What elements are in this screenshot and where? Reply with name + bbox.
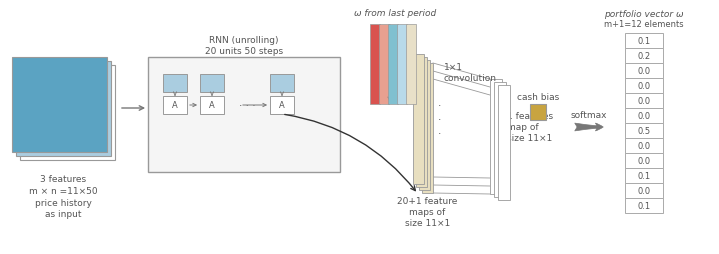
- Bar: [625, 94, 663, 108]
- Bar: [625, 168, 663, 183]
- Bar: [148, 58, 340, 172]
- Text: A: A: [209, 101, 215, 110]
- Bar: [406, 25, 416, 105]
- Bar: [625, 198, 663, 213]
- Bar: [530, 105, 546, 121]
- Bar: [625, 49, 663, 64]
- Bar: [12, 58, 107, 152]
- Text: 1 features
map of
size 11×1: 1 features map of size 11×1: [507, 112, 553, 142]
- Text: 0.0: 0.0: [638, 112, 651, 121]
- Text: 0.5: 0.5: [638, 126, 651, 135]
- Bar: [625, 34, 663, 49]
- Bar: [397, 25, 407, 105]
- Bar: [163, 97, 187, 115]
- Bar: [413, 55, 424, 184]
- Bar: [625, 153, 663, 168]
- Bar: [16, 62, 111, 156]
- Text: A: A: [279, 101, 285, 110]
- Bar: [625, 183, 663, 198]
- Bar: [270, 75, 294, 93]
- Text: cash bias: cash bias: [517, 93, 559, 102]
- Text: 0.0: 0.0: [638, 141, 651, 150]
- Text: ω from last period: ω from last period: [354, 9, 436, 18]
- Text: 0.1: 0.1: [638, 37, 651, 46]
- Text: 20+1 feature
maps of
size 11×1: 20+1 feature maps of size 11×1: [398, 196, 458, 227]
- Bar: [625, 79, 663, 94]
- Bar: [200, 75, 224, 93]
- Text: ·
·
·: · · ·: [439, 101, 441, 138]
- Text: 0.0: 0.0: [638, 67, 651, 76]
- Bar: [625, 138, 663, 153]
- Bar: [490, 80, 502, 194]
- Bar: [370, 25, 380, 105]
- Bar: [625, 108, 663, 123]
- Text: 0.0: 0.0: [638, 186, 651, 195]
- Text: 1×1
convolution: 1×1 convolution: [444, 63, 497, 83]
- Bar: [163, 75, 187, 93]
- Text: 0.2: 0.2: [638, 52, 651, 61]
- Bar: [200, 97, 224, 115]
- Bar: [388, 25, 398, 105]
- Text: 0.1: 0.1: [638, 171, 651, 180]
- Text: softmax: softmax: [571, 110, 608, 120]
- Text: 0.0: 0.0: [638, 97, 651, 106]
- Bar: [625, 123, 663, 138]
- Bar: [270, 97, 294, 115]
- Bar: [379, 25, 389, 105]
- Bar: [20, 66, 115, 160]
- Bar: [416, 58, 427, 187]
- Text: 0.0: 0.0: [638, 82, 651, 91]
- Text: 3 features
m × n =11×50
price history
as input: 3 features m × n =11×50 price history as…: [29, 174, 98, 218]
- Text: · · ·: · · ·: [239, 101, 255, 110]
- Text: A: A: [172, 101, 178, 110]
- Text: portfolio vector ω: portfolio vector ω: [604, 10, 684, 19]
- Text: m+1=12 elements: m+1=12 elements: [604, 20, 684, 29]
- Bar: [494, 83, 506, 197]
- Text: 0.0: 0.0: [638, 156, 651, 165]
- Bar: [498, 86, 510, 200]
- Text: RNN (unrolling)
20 units 50 steps: RNN (unrolling) 20 units 50 steps: [205, 36, 283, 56]
- Bar: [625, 64, 663, 79]
- Text: 0.1: 0.1: [638, 201, 651, 210]
- Bar: [422, 64, 433, 193]
- Bar: [419, 61, 430, 190]
